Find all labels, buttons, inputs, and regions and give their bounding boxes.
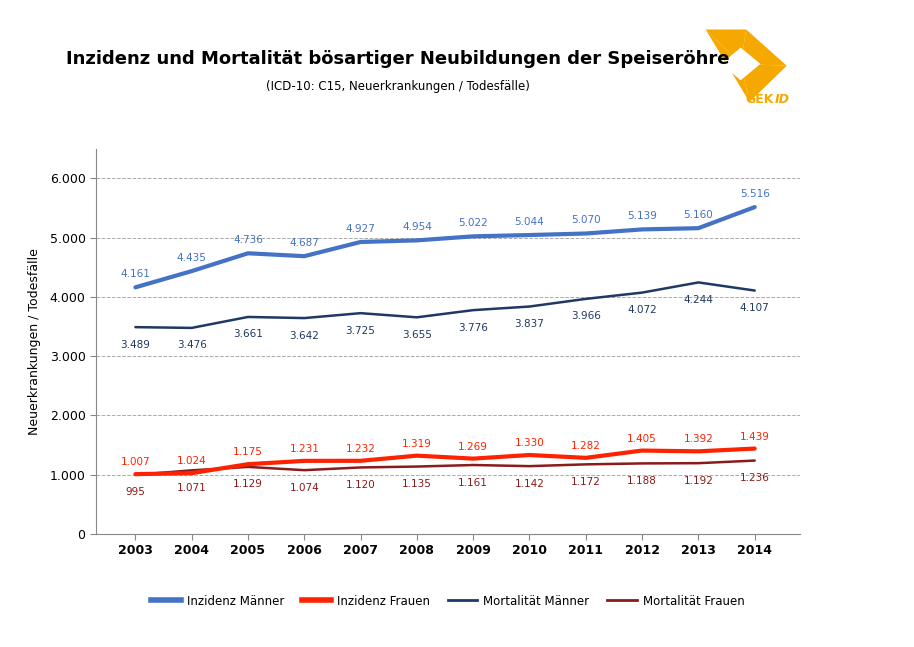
- Text: 3.476: 3.476: [176, 340, 207, 351]
- Text: 1.074: 1.074: [290, 483, 319, 492]
- Text: 4.435: 4.435: [176, 253, 207, 263]
- Text: 1.188: 1.188: [627, 476, 657, 486]
- Text: 1.232: 1.232: [345, 444, 376, 454]
- Text: 1.161: 1.161: [458, 477, 488, 487]
- Text: Inzidenz und Mortalität bösartiger Neubildungen der Speiseröhre: Inzidenz und Mortalität bösartiger Neubi…: [66, 50, 729, 68]
- Text: 3.725: 3.725: [345, 325, 376, 336]
- Text: 5.022: 5.022: [458, 218, 488, 228]
- Polygon shape: [740, 30, 787, 66]
- Polygon shape: [706, 30, 749, 102]
- Text: 5.044: 5.044: [515, 217, 545, 226]
- Text: 1.282: 1.282: [571, 441, 600, 451]
- Text: 3.489: 3.489: [121, 340, 150, 349]
- Text: 4.244: 4.244: [684, 295, 713, 305]
- Text: 4.687: 4.687: [290, 238, 319, 248]
- Text: 5.516: 5.516: [739, 189, 770, 199]
- Polygon shape: [721, 48, 760, 80]
- Text: 1.175: 1.175: [233, 447, 263, 457]
- Text: (ICD-10: C15, Neuerkrankungen / Todesfälle): (ICD-10: C15, Neuerkrankungen / Todesfäl…: [266, 80, 529, 93]
- Text: 1.231: 1.231: [290, 444, 319, 454]
- Text: 4.954: 4.954: [402, 222, 431, 232]
- Text: 5.139: 5.139: [627, 211, 657, 221]
- Text: 1.236: 1.236: [739, 473, 770, 483]
- Text: 1.319: 1.319: [402, 439, 431, 449]
- Legend: Inzidenz Männer, Inzidenz Frauen, Mortalität Männer, Mortalität Frauen: Inzidenz Männer, Inzidenz Frauen, Mortal…: [146, 590, 749, 613]
- Text: 1.007: 1.007: [121, 457, 150, 467]
- Text: 1.330: 1.330: [515, 438, 545, 448]
- Text: GEK: GEK: [745, 93, 773, 105]
- Text: 3.661: 3.661: [233, 329, 263, 340]
- Text: 1.129: 1.129: [233, 479, 263, 489]
- Text: 3.655: 3.655: [402, 330, 431, 340]
- Text: 1.392: 1.392: [684, 434, 713, 444]
- Text: 1.120: 1.120: [345, 480, 376, 490]
- Text: 1.405: 1.405: [627, 433, 657, 444]
- Polygon shape: [706, 30, 746, 64]
- Text: 1.172: 1.172: [571, 477, 600, 487]
- Text: 4.161: 4.161: [121, 269, 150, 279]
- Text: 1.024: 1.024: [176, 456, 207, 466]
- Text: 1.071: 1.071: [176, 483, 207, 493]
- Y-axis label: Neuerkrankungen / Todesfälle: Neuerkrankungen / Todesfälle: [28, 248, 41, 435]
- Text: 4.107: 4.107: [739, 303, 770, 313]
- Text: 1.269: 1.269: [458, 442, 488, 452]
- Text: 3.776: 3.776: [458, 323, 488, 333]
- Text: 1.192: 1.192: [684, 476, 713, 486]
- Text: 4.927: 4.927: [345, 224, 376, 234]
- Text: 1.142: 1.142: [515, 479, 545, 488]
- Text: 4.736: 4.736: [233, 235, 263, 245]
- Text: 995: 995: [125, 487, 145, 498]
- Text: 4.072: 4.072: [627, 305, 657, 315]
- Text: 5.160: 5.160: [684, 210, 713, 220]
- Text: 3.837: 3.837: [515, 319, 545, 329]
- Text: 5.070: 5.070: [571, 215, 600, 225]
- Text: 3.966: 3.966: [571, 311, 600, 322]
- Text: 1.135: 1.135: [402, 479, 431, 489]
- Text: 1.439: 1.439: [739, 432, 770, 442]
- Text: ID: ID: [775, 93, 790, 105]
- Text: 3.642: 3.642: [290, 331, 319, 340]
- Polygon shape: [740, 64, 787, 102]
